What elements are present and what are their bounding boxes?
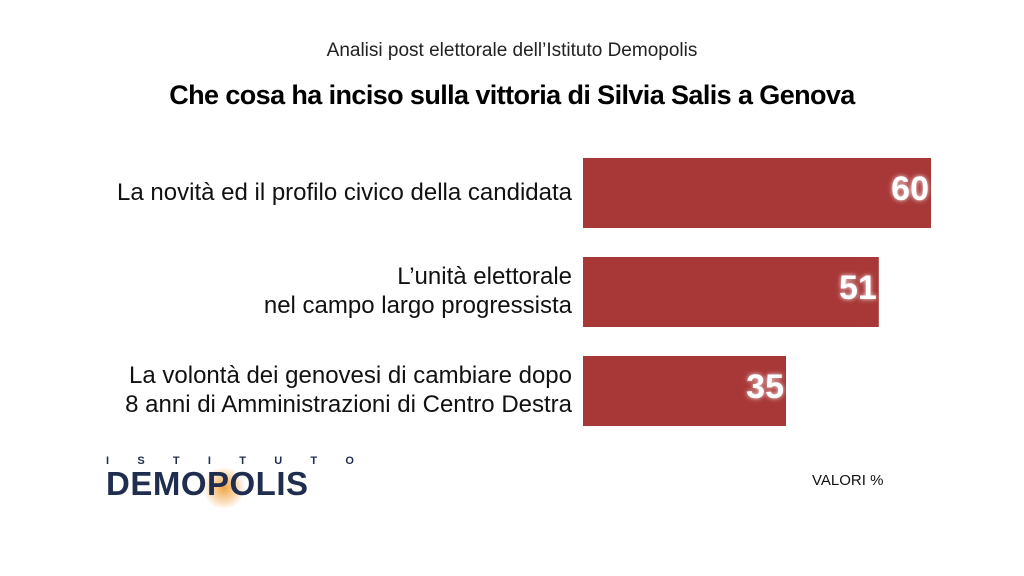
bar — [583, 356, 786, 426]
logo-letter: I — [106, 455, 110, 467]
chart-subtitle: Analisi post elettorale dell’Istituto De… — [326, 40, 698, 61]
logo-glow — [203, 467, 245, 509]
logo-demopolis-text: DEMOPOLIS — [106, 465, 309, 502]
bar — [583, 257, 879, 327]
category-label-line: 8 anni di Amministrazioni di Centro Dest… — [125, 391, 572, 418]
demopolis-logo: I S T I T U T O DEMOPOLIS — [106, 455, 356, 509]
bar-value-label: 35 — [746, 368, 784, 406]
category-label-line: nel campo largo progressista — [263, 292, 572, 319]
logo-letter: S — [137, 455, 145, 467]
category-label-line: La novità ed il profilo civico della can… — [117, 178, 572, 206]
bar-value-label: 51 — [839, 269, 877, 307]
logo-letter: T — [239, 455, 246, 467]
logo-istituto-text: I S T I T U T O — [106, 455, 354, 467]
logo-letter: U — [274, 455, 283, 467]
bar-value-label: 60 — [891, 170, 929, 208]
logo-letter: I — [207, 455, 211, 467]
logo-letter: O — [345, 455, 354, 467]
category-label: La novità ed il profilo civico della can… — [12, 178, 572, 207]
category-label-line: La volontà dei genovesi di cambiare dopo — [129, 362, 572, 389]
category-label-line: L’unità elettorale — [397, 263, 572, 290]
units-note: VALORI % — [812, 472, 884, 489]
logo-letter: T — [310, 455, 318, 467]
bar — [583, 158, 931, 228]
chart-title: Che cosa ha inciso sulla vittoria di Sil… — [169, 80, 855, 110]
category-label: L’unità elettorale nel campo largo progre… — [12, 262, 572, 320]
category-label: La volontà dei genovesi di cambiare dopo… — [12, 361, 572, 419]
logo-letter: T — [172, 455, 180, 467]
